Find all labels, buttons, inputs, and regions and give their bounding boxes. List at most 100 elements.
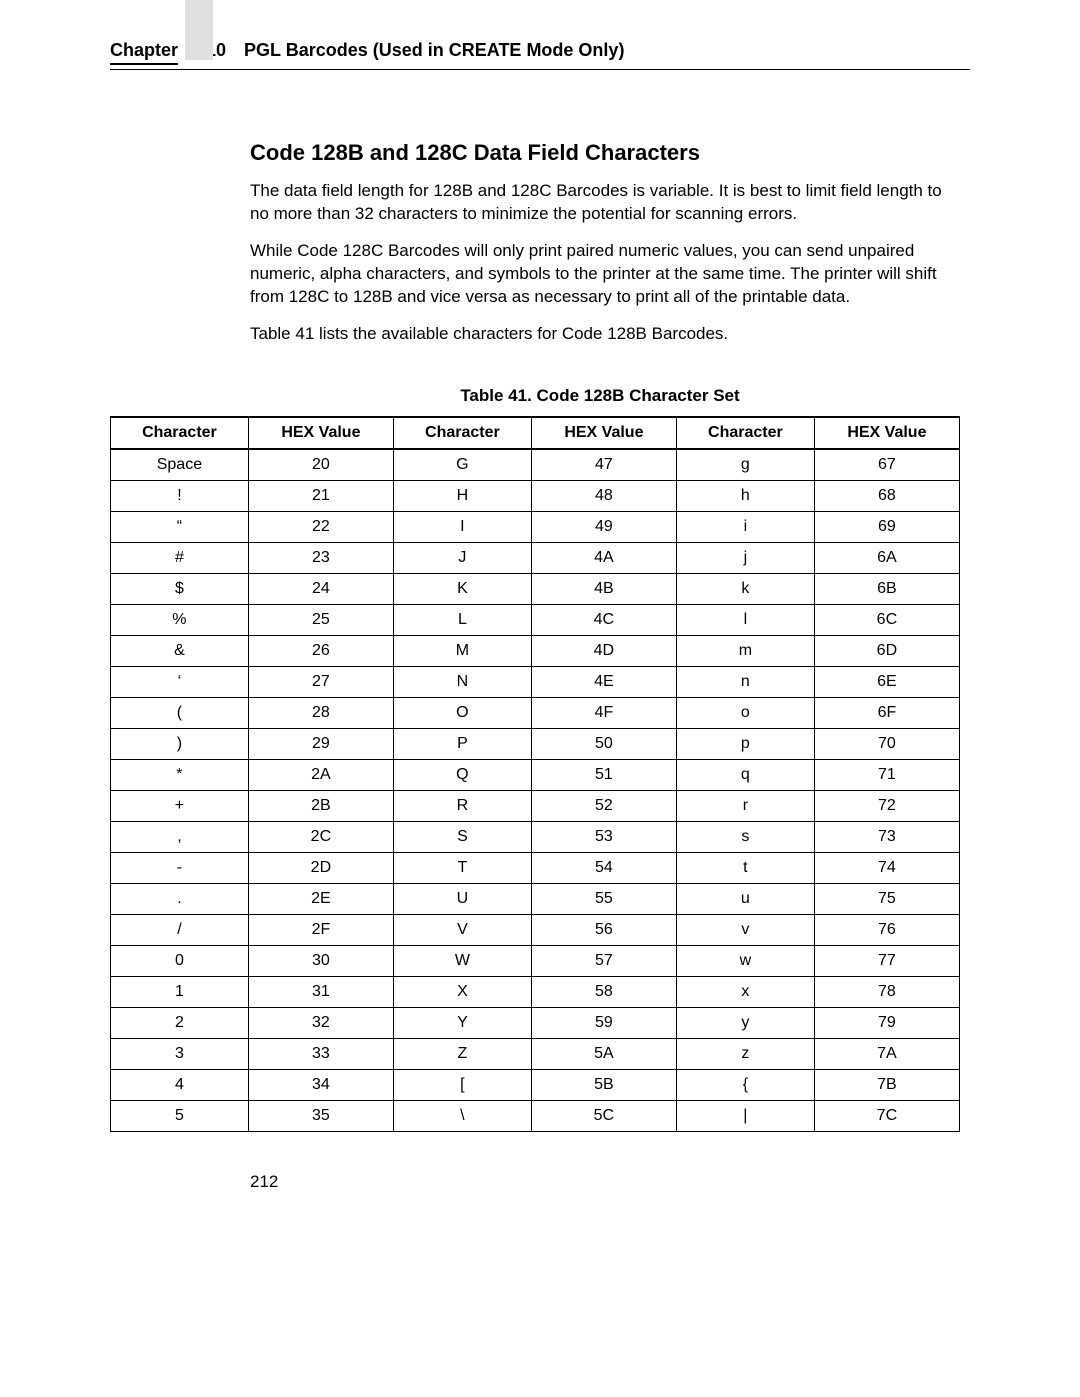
table-row: #23J4Aj6A <box>111 542 960 573</box>
table-cell: y <box>676 1007 814 1038</box>
table-caption: Table 41. Code 128B Character Set <box>250 386 950 406</box>
table-cell: 5B <box>531 1069 676 1100</box>
table-row: (28O4Fo6F <box>111 697 960 728</box>
table-cell: 7A <box>814 1038 959 1069</box>
table-cell: + <box>111 790 249 821</box>
table-row: 030W57w77 <box>111 945 960 976</box>
table-cell: 69 <box>814 511 959 542</box>
table-cell: 79 <box>814 1007 959 1038</box>
table-cell: j <box>676 542 814 573</box>
table-cell: 52 <box>531 790 676 821</box>
table-cell: k <box>676 573 814 604</box>
table-cell: 5C <box>531 1100 676 1131</box>
char-table: Character HEX Value Character HEX Value … <box>110 416 960 1132</box>
table-cell: t <box>676 852 814 883</box>
table-cell: z <box>676 1038 814 1069</box>
table-cell: u <box>676 883 814 914</box>
table-cell: 21 <box>248 480 393 511</box>
table-body: Space20G47g67!21H48h68“22I49i69#23J4Aj6A… <box>111 449 960 1132</box>
table-cell: o <box>676 697 814 728</box>
table-cell: , <box>111 821 249 852</box>
table-cell: 6C <box>814 604 959 635</box>
table-cell: 54 <box>531 852 676 883</box>
col-header: Character <box>676 417 814 449</box>
table-cell: s <box>676 821 814 852</box>
section-title: Code 128B and 128C Data Field Characters <box>250 140 950 166</box>
table-cell: v <box>676 914 814 945</box>
table-cell: Q <box>393 759 531 790</box>
table-cell: 53 <box>531 821 676 852</box>
table-cell: h <box>676 480 814 511</box>
table-cell: 30 <box>248 945 393 976</box>
table-cell: 49 <box>531 511 676 542</box>
table-row: 333Z5Az7A <box>111 1038 960 1069</box>
table-cell: / <box>111 914 249 945</box>
table-cell: w <box>676 945 814 976</box>
table-cell: “ <box>111 511 249 542</box>
table-row: 535\5C|7C <box>111 1100 960 1131</box>
table-cell: 6E <box>814 666 959 697</box>
table-cell: 20 <box>248 449 393 481</box>
table-head: Character HEX Value Character HEX Value … <box>111 417 960 449</box>
table-cell: & <box>111 635 249 666</box>
table-row: &26M4Dm6D <box>111 635 960 666</box>
page-number: 212 <box>250 1172 970 1192</box>
table-cell: R <box>393 790 531 821</box>
col-header: HEX Value <box>531 417 676 449</box>
table-cell: i <box>676 511 814 542</box>
table-cell: 35 <box>248 1100 393 1131</box>
table-cell: 78 <box>814 976 959 1007</box>
table-cell: I <box>393 511 531 542</box>
table-cell: 56 <box>531 914 676 945</box>
paragraph: While Code 128C Barcodes will only print… <box>250 240 950 309</box>
table-cell: 76 <box>814 914 959 945</box>
table-cell: 77 <box>814 945 959 976</box>
table-cell: [ <box>393 1069 531 1100</box>
table-row: 131X58x78 <box>111 976 960 1007</box>
table-cell: 4C <box>531 604 676 635</box>
table-cell: 70 <box>814 728 959 759</box>
table-cell: x <box>676 976 814 1007</box>
col-header: Character <box>393 417 531 449</box>
table-cell: r <box>676 790 814 821</box>
table-cell: Y <box>393 1007 531 1038</box>
table-cell: 26 <box>248 635 393 666</box>
table-cell: 4D <box>531 635 676 666</box>
table-row: ,2CS53s73 <box>111 821 960 852</box>
col-header: HEX Value <box>248 417 393 449</box>
chapter-label: Chapter <box>110 40 178 65</box>
table-cell: . <box>111 883 249 914</box>
table-cell: $ <box>111 573 249 604</box>
page-header: Chapter 10 PGL Barcodes (Used in CREATE … <box>110 40 970 70</box>
header-title: PGL Barcodes (Used in CREATE Mode Only) <box>244 40 624 61</box>
table-row: /2FV56v76 <box>111 914 960 945</box>
table-cell: 23 <box>248 542 393 573</box>
table-cell: H <box>393 480 531 511</box>
table-cell: 55 <box>531 883 676 914</box>
table-cell: 67 <box>814 449 959 481</box>
table-row: .2EU55u75 <box>111 883 960 914</box>
table-cell: q <box>676 759 814 790</box>
table-row: %25L4Cl6C <box>111 604 960 635</box>
table-row: 232Y59y79 <box>111 1007 960 1038</box>
table-cell: - <box>111 852 249 883</box>
table-cell: 59 <box>531 1007 676 1038</box>
table-cell: 5 <box>111 1100 249 1131</box>
table-cell: 27 <box>248 666 393 697</box>
table-cell: 51 <box>531 759 676 790</box>
table-cell: 6F <box>814 697 959 728</box>
table-header-row: Character HEX Value Character HEX Value … <box>111 417 960 449</box>
table-cell: P <box>393 728 531 759</box>
table-cell: 33 <box>248 1038 393 1069</box>
table-cell: 32 <box>248 1007 393 1038</box>
table-cell: 6A <box>814 542 959 573</box>
table-cell: ! <box>111 480 249 511</box>
table-cell: 2F <box>248 914 393 945</box>
table-cell: ( <box>111 697 249 728</box>
table-cell: 4E <box>531 666 676 697</box>
table-cell: 2 <box>111 1007 249 1038</box>
table-cell: 2C <box>248 821 393 852</box>
table-cell: m <box>676 635 814 666</box>
table-cell: 2A <box>248 759 393 790</box>
table-cell: J <box>393 542 531 573</box>
